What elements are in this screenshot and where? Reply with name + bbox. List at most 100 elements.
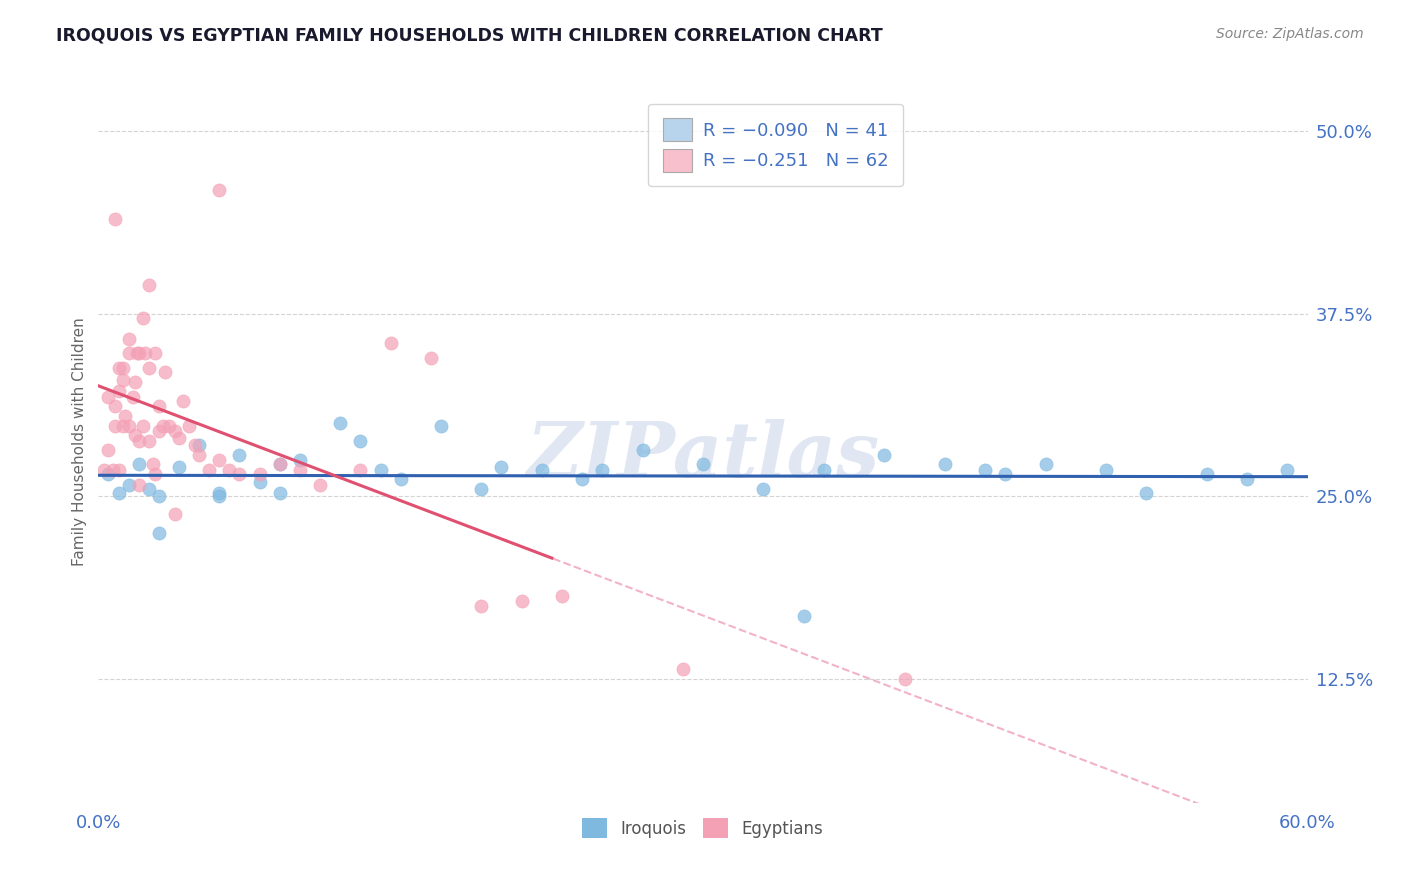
- Point: [631, 442, 654, 457]
- Point: [1035, 457, 1057, 471]
- Point: [974, 463, 997, 477]
- Point: [107, 486, 129, 500]
- Point: [153, 365, 176, 379]
- Point: [128, 477, 150, 491]
- Text: IROQUOIS VS EGYPTIAN FAMILY HOUSEHOLDS WITH CHILDREN CORRELATION CHART: IROQUOIS VS EGYPTIAN FAMILY HOUSEHOLDS W…: [56, 27, 883, 45]
- Point: [157, 419, 180, 434]
- Point: [380, 336, 402, 351]
- Point: [143, 346, 166, 360]
- Point: [103, 211, 125, 226]
- Point: [143, 467, 166, 482]
- Point: [228, 449, 250, 463]
- Point: [132, 311, 155, 326]
- Point: [288, 463, 311, 477]
- Point: [269, 457, 291, 471]
- Point: [530, 463, 553, 477]
- Legend: Iroquois, Egyptians: Iroquois, Egyptians: [576, 812, 830, 845]
- Point: [97, 467, 120, 482]
- Point: [148, 489, 170, 503]
- Point: [107, 360, 129, 375]
- Point: [179, 419, 201, 434]
- Text: ZIPatlas: ZIPatlas: [526, 419, 880, 493]
- Point: [470, 599, 492, 613]
- Point: [420, 351, 443, 365]
- Point: [125, 346, 148, 360]
- Point: [692, 457, 714, 471]
- Point: [208, 489, 231, 503]
- Text: Source: ZipAtlas.com: Source: ZipAtlas.com: [1216, 27, 1364, 41]
- Point: [208, 183, 231, 197]
- Point: [111, 372, 134, 386]
- Point: [510, 594, 533, 608]
- Point: [208, 452, 231, 467]
- Point: [107, 384, 129, 399]
- Point: [167, 460, 190, 475]
- Point: [591, 463, 613, 477]
- Point: [349, 463, 371, 477]
- Point: [132, 419, 155, 434]
- Point: [491, 460, 513, 475]
- Point: [218, 463, 240, 477]
- Point: [288, 452, 311, 467]
- Point: [752, 482, 775, 496]
- Point: [188, 449, 211, 463]
- Point: [111, 419, 134, 434]
- Point: [172, 394, 194, 409]
- Point: [163, 424, 186, 438]
- Point: [208, 486, 231, 500]
- Point: [121, 390, 143, 404]
- Point: [118, 477, 141, 491]
- Point: [111, 360, 134, 375]
- Point: [134, 346, 156, 360]
- Point: [128, 457, 150, 471]
- Point: [1195, 467, 1218, 482]
- Point: [148, 399, 170, 413]
- Point: [128, 434, 150, 448]
- Point: [430, 419, 453, 434]
- Point: [1135, 486, 1157, 500]
- Point: [470, 482, 492, 496]
- Point: [101, 463, 124, 477]
- Point: [1236, 472, 1258, 486]
- Point: [370, 463, 392, 477]
- Point: [934, 457, 956, 471]
- Point: [97, 390, 120, 404]
- Point: [118, 419, 141, 434]
- Point: [138, 434, 160, 448]
- Point: [198, 463, 221, 477]
- Point: [793, 609, 815, 624]
- Point: [93, 463, 115, 477]
- Point: [118, 346, 141, 360]
- Point: [269, 486, 291, 500]
- Point: [994, 467, 1017, 482]
- Point: [329, 417, 352, 431]
- Point: [184, 438, 207, 452]
- Point: [148, 525, 170, 540]
- Point: [188, 438, 211, 452]
- Point: [167, 431, 190, 445]
- Point: [672, 661, 695, 675]
- Point: [571, 472, 593, 486]
- Point: [142, 457, 165, 471]
- Point: [1095, 463, 1118, 477]
- Point: [1277, 463, 1299, 477]
- Point: [103, 399, 125, 413]
- Point: [249, 475, 271, 489]
- Point: [813, 463, 835, 477]
- Point: [249, 467, 271, 482]
- Point: [124, 376, 146, 390]
- Point: [128, 346, 150, 360]
- Point: [163, 507, 186, 521]
- Point: [152, 419, 174, 434]
- Point: [309, 477, 332, 491]
- Point: [103, 419, 125, 434]
- Point: [124, 428, 146, 442]
- Point: [148, 424, 170, 438]
- Point: [138, 360, 160, 375]
- Y-axis label: Family Households with Children: Family Households with Children: [72, 318, 87, 566]
- Point: [389, 472, 412, 486]
- Point: [893, 672, 915, 686]
- Point: [114, 409, 136, 423]
- Point: [138, 277, 160, 292]
- Point: [228, 467, 250, 482]
